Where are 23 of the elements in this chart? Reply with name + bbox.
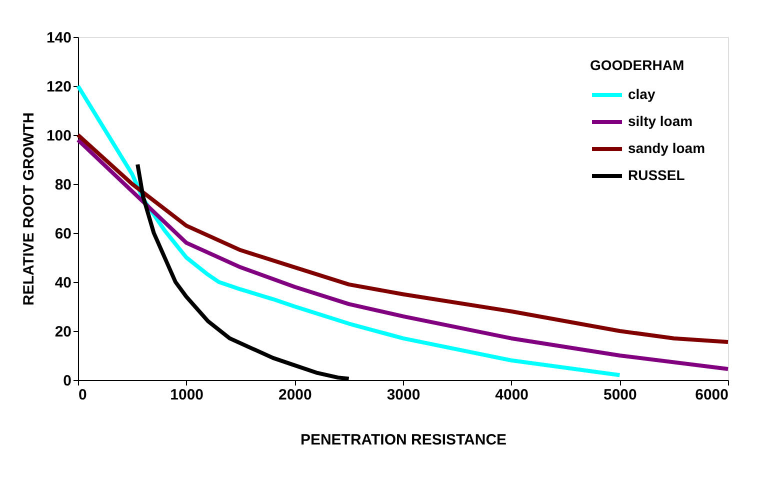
legend-label: RUSSEL xyxy=(628,167,686,183)
x-tick-label: 3000 xyxy=(386,386,420,404)
y-axis-title: RELATIVE ROOT GROWTH xyxy=(20,112,38,306)
x-tick-label: 4000 xyxy=(495,386,529,404)
legend-label: silty loam xyxy=(628,113,693,129)
x-tick-label: 1000 xyxy=(170,386,204,404)
y-tick-label: 140 xyxy=(46,30,72,46)
y-tick-label: 80 xyxy=(54,176,72,194)
legend-title: GOODERHAM xyxy=(590,57,684,73)
line-series xyxy=(76,84,622,378)
x-tick-label: 2000 xyxy=(278,386,312,404)
x-tick-label: 6000 xyxy=(695,386,728,404)
y-tick-label: 40 xyxy=(54,274,72,292)
y-tick-label: 120 xyxy=(46,78,72,96)
x-axis-title: PENETRATION RESISTANCE xyxy=(300,432,507,448)
y-tick-label: 20 xyxy=(54,324,72,340)
y-tick-label: 0 xyxy=(63,372,72,390)
legend-label: clay xyxy=(628,86,656,102)
x-tick-label: 0 xyxy=(78,386,87,404)
legend-label: sandy loam xyxy=(628,140,706,156)
x-tick-label: 5000 xyxy=(603,386,637,404)
y-tick-label: 100 xyxy=(46,128,72,144)
y-tick-label: 60 xyxy=(54,226,72,242)
